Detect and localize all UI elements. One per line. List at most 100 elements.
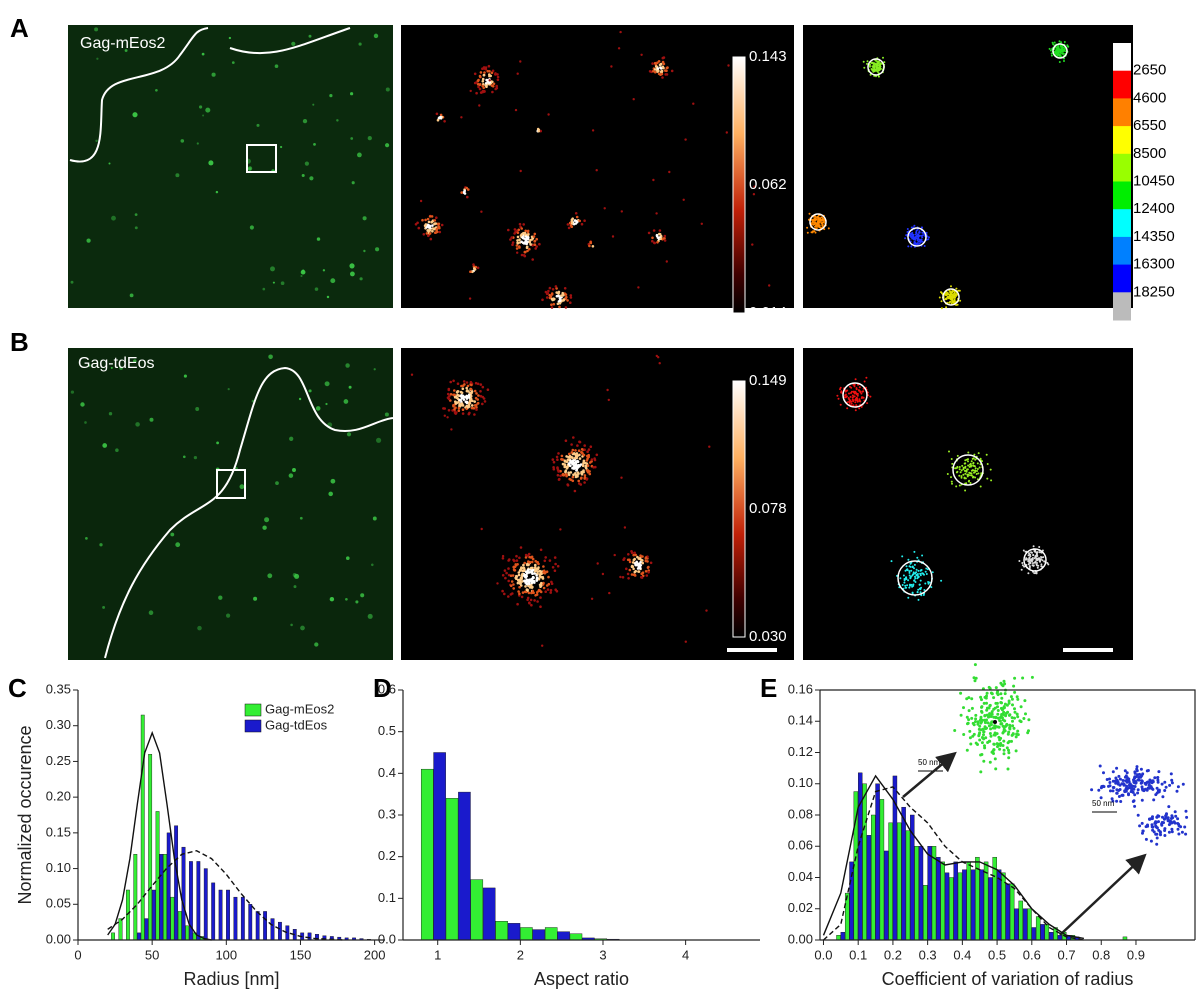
dot bbox=[431, 224, 434, 227]
y-tick-label: 0.00 bbox=[46, 931, 71, 946]
x-tick-label: 4 bbox=[682, 947, 689, 962]
dot bbox=[576, 464, 579, 467]
dot bbox=[480, 71, 483, 74]
dot bbox=[1005, 724, 1008, 727]
dot bbox=[653, 242, 656, 245]
dot bbox=[494, 73, 497, 76]
dot bbox=[1140, 768, 1143, 771]
dot bbox=[907, 597, 909, 599]
color-key-label: 14350 bbox=[1133, 228, 1175, 245]
dot bbox=[566, 467, 569, 470]
dot bbox=[1150, 780, 1153, 783]
dot bbox=[1010, 695, 1013, 698]
dot bbox=[420, 200, 422, 202]
dot bbox=[312, 104, 314, 106]
dot bbox=[1157, 781, 1160, 784]
dot bbox=[979, 754, 982, 757]
dot bbox=[878, 76, 880, 78]
dot bbox=[1013, 707, 1016, 710]
dot bbox=[1040, 565, 1042, 567]
dot bbox=[1020, 705, 1023, 708]
dot bbox=[1157, 770, 1160, 773]
dot bbox=[432, 227, 435, 230]
dot bbox=[964, 490, 966, 492]
dot bbox=[596, 454, 599, 457]
dot bbox=[462, 412, 465, 415]
dot bbox=[974, 717, 977, 720]
y-tick-label: 0.08 bbox=[788, 806, 813, 821]
dot bbox=[482, 386, 485, 389]
dot bbox=[878, 64, 880, 66]
dot bbox=[1115, 792, 1118, 795]
dot bbox=[538, 243, 541, 246]
dot bbox=[540, 549, 543, 552]
dot bbox=[582, 471, 585, 474]
dot bbox=[1133, 775, 1136, 778]
bar bbox=[520, 928, 532, 941]
dot bbox=[1031, 560, 1033, 562]
dot bbox=[632, 561, 635, 564]
dot bbox=[1003, 682, 1006, 685]
dot bbox=[990, 692, 993, 695]
dot bbox=[477, 267, 480, 270]
dot bbox=[526, 588, 529, 591]
color-key-block bbox=[1113, 126, 1131, 154]
dot bbox=[872, 66, 874, 68]
dot bbox=[958, 475, 960, 477]
bar bbox=[902, 807, 906, 940]
dot bbox=[564, 465, 567, 468]
dot bbox=[976, 473, 978, 475]
dot bbox=[583, 219, 586, 222]
color-key-label: 6550 bbox=[1133, 117, 1166, 134]
dot bbox=[619, 576, 621, 578]
dot bbox=[869, 396, 871, 398]
dot bbox=[374, 34, 378, 38]
dot bbox=[1057, 45, 1059, 47]
dot bbox=[839, 388, 841, 390]
dot bbox=[1029, 558, 1031, 560]
dot bbox=[471, 404, 474, 407]
dot bbox=[980, 706, 983, 709]
dot bbox=[444, 415, 446, 417]
dot bbox=[572, 467, 575, 470]
dot bbox=[544, 590, 547, 593]
dot bbox=[482, 78, 485, 81]
dot bbox=[976, 470, 978, 472]
dot bbox=[443, 120, 446, 123]
dot bbox=[986, 454, 988, 456]
dot bbox=[655, 212, 657, 214]
dot bbox=[345, 363, 349, 367]
dot bbox=[978, 452, 980, 454]
dot bbox=[1138, 776, 1141, 779]
dot bbox=[474, 404, 477, 407]
dot bbox=[501, 590, 504, 593]
dot bbox=[1154, 824, 1157, 827]
dot bbox=[516, 559, 519, 562]
dot bbox=[329, 94, 332, 97]
dot bbox=[544, 556, 547, 559]
dot bbox=[1115, 800, 1118, 803]
dot bbox=[1033, 545, 1035, 547]
dot bbox=[961, 465, 963, 467]
dot bbox=[1003, 706, 1006, 709]
dot bbox=[914, 572, 916, 574]
dot bbox=[1027, 572, 1029, 574]
dot bbox=[470, 388, 473, 391]
dot bbox=[197, 626, 202, 631]
dot bbox=[556, 467, 559, 470]
dot bbox=[1033, 565, 1035, 567]
dot bbox=[346, 556, 350, 560]
dot bbox=[1146, 824, 1149, 827]
dot bbox=[575, 469, 578, 472]
dot bbox=[509, 238, 512, 241]
dot bbox=[1023, 550, 1025, 552]
dot bbox=[1135, 781, 1138, 784]
dot bbox=[956, 466, 958, 468]
dot bbox=[571, 463, 574, 466]
dot bbox=[486, 70, 489, 73]
bar bbox=[915, 846, 919, 940]
dot bbox=[1031, 676, 1034, 679]
dot bbox=[309, 389, 312, 392]
dot bbox=[1162, 821, 1165, 824]
bar bbox=[483, 888, 495, 940]
